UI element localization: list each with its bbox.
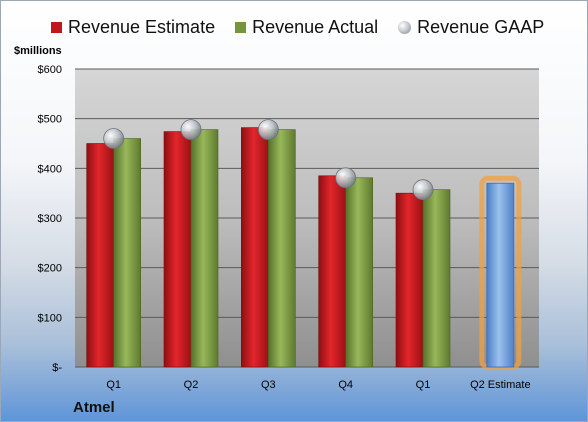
legend-swatch-actual — [235, 22, 247, 33]
bar-actual — [268, 129, 296, 368]
x-tick-label: Q4 — [338, 379, 353, 391]
bar-actual — [422, 189, 451, 368]
x-tick-label: Q1 — [416, 379, 431, 391]
y-tick-label: $200 — [38, 263, 62, 275]
x-tick-label: Q2 Estimate — [470, 379, 531, 391]
legend: Revenue Estimate Revenue Actual Revenue … — [51, 17, 544, 38]
y-tick-label: $400 — [38, 163, 62, 175]
legend-item-estimate: Revenue Estimate — [51, 17, 215, 38]
marker-gaap — [412, 179, 434, 201]
x-tick-label: Q2 — [184, 379, 199, 391]
y-tick-label: $500 — [38, 114, 62, 126]
bar-actual — [345, 177, 373, 368]
bar-estimate-highlight — [486, 182, 515, 368]
y-tick-label: $- — [52, 362, 62, 374]
bar-estimate — [86, 143, 114, 368]
y-axis-unit-label: $millions — [14, 45, 62, 57]
marker-gaap — [180, 119, 202, 140]
bar-actual — [190, 129, 219, 368]
x-tick-label: Q3 — [261, 379, 276, 391]
legend-item-actual: Revenue Actual — [235, 17, 378, 38]
y-tick-label: $600 — [38, 64, 62, 76]
bar-actual — [113, 138, 141, 368]
legend-item-gaap: Revenue GAAP — [398, 17, 544, 38]
legend-label-actual: Revenue Actual — [252, 17, 379, 37]
company-name: Atmel — [73, 399, 115, 416]
marker-gaap — [103, 128, 125, 149]
bar-estimate — [395, 192, 424, 368]
legend-swatch-gaap — [398, 21, 412, 34]
legend-swatch-estimate — [51, 22, 62, 33]
marker-gaap — [257, 119, 279, 140]
x-tick-label: Q1 — [106, 379, 121, 391]
bar-estimate — [318, 175, 346, 368]
legend-label-estimate: Revenue Estimate — [68, 17, 216, 37]
bar-estimate — [163, 131, 192, 368]
bar-estimate — [241, 127, 269, 368]
legend-label-gaap: Revenue GAAP — [417, 17, 545, 37]
y-tick-label: $100 — [38, 312, 62, 324]
y-tick-label: $300 — [38, 213, 62, 225]
marker-gaap — [335, 167, 357, 189]
